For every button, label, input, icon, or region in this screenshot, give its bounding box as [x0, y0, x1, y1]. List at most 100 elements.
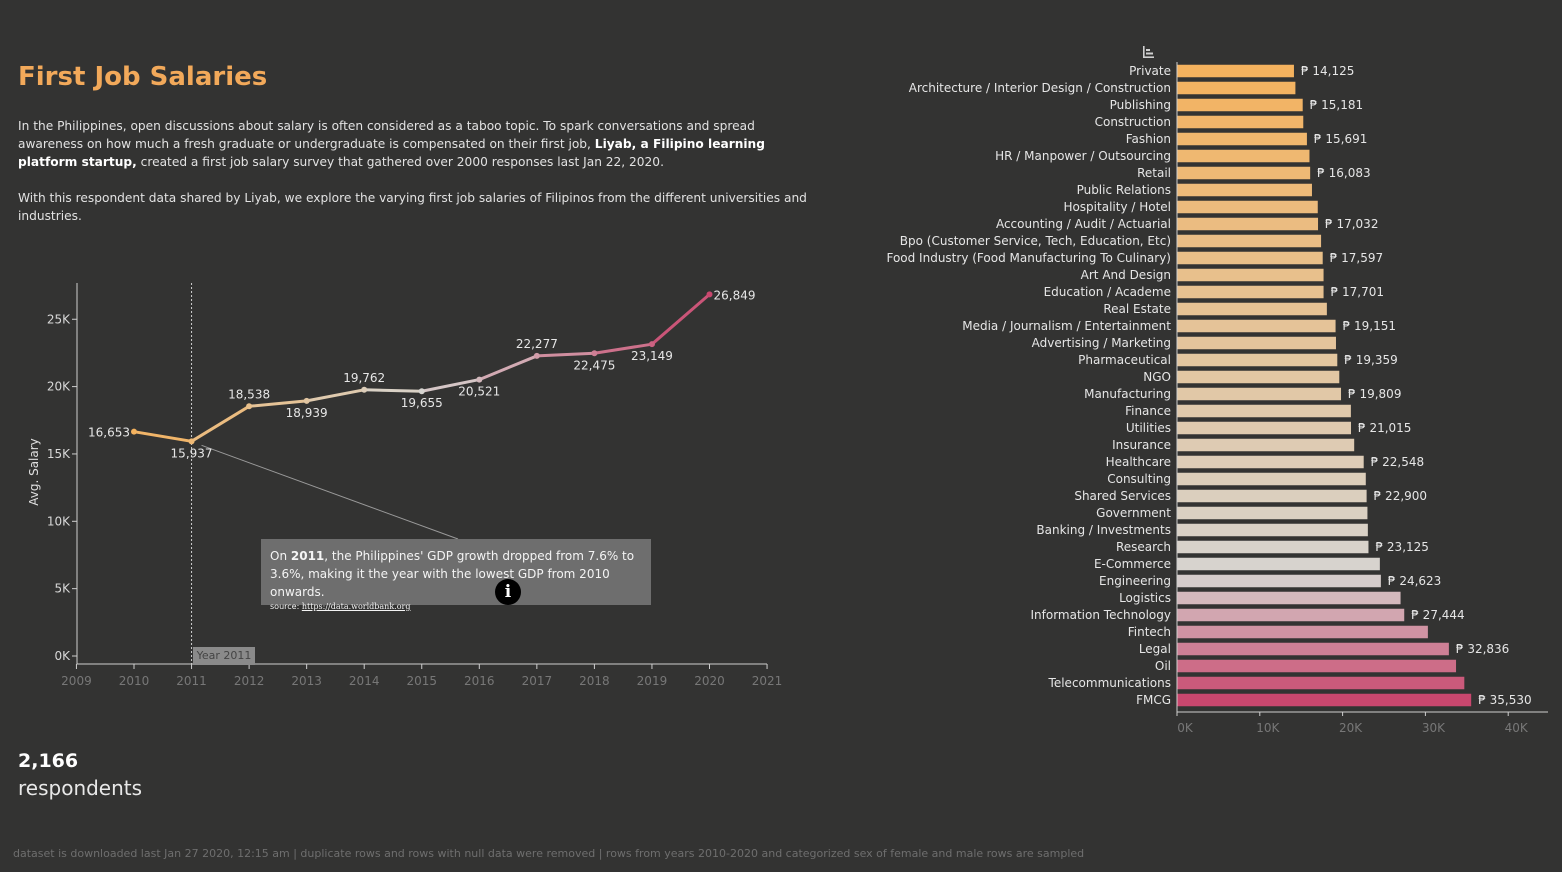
y-tick-label: 0K [54, 649, 71, 663]
data-label: 26,849 [714, 288, 756, 302]
bar [1177, 591, 1401, 605]
annotation-source-label: source: [270, 602, 302, 611]
bar [1177, 251, 1323, 265]
category-label: Architecture / Interior Design / Constru… [909, 81, 1171, 95]
y-tick-label: 25K [47, 312, 71, 326]
category-label: Private [1129, 64, 1171, 78]
category-label: Legal [1139, 642, 1171, 656]
y-axis-title: Avg. Salary [27, 438, 41, 506]
bar [1177, 642, 1449, 656]
x-tick-label: 2016 [464, 674, 495, 688]
x-tick-label: 2010 [119, 674, 150, 688]
y-tick-label: 5K [54, 582, 71, 596]
intro-text: In the Philippines, open discussions abo… [18, 117, 818, 243]
bar [1177, 183, 1312, 197]
intro-text-b: created a first job salary survey that g… [136, 155, 664, 169]
data-label: 19,655 [401, 396, 443, 410]
line-segment [420, 378, 481, 393]
data-label: 22,475 [573, 358, 615, 372]
category-label: Manufacturing [1084, 387, 1171, 401]
value-label: ₱ 19,359 [1344, 353, 1397, 367]
info-icon[interactable]: i [495, 579, 521, 605]
bar [1177, 625, 1428, 639]
value-label: ₱ 19,151 [1343, 319, 1396, 333]
bar [1177, 217, 1319, 231]
bar [1177, 336, 1336, 350]
category-label: Fintech [1128, 625, 1171, 639]
category-label: Media / Journalism / Entertainment [962, 319, 1171, 333]
data-label: 20,521 [458, 385, 500, 399]
data-point [188, 438, 195, 445]
x-tick-label: 2012 [234, 674, 265, 688]
annotation-source-link[interactable]: https://data.worldbank.org [301, 602, 411, 611]
x-tick-label: 2018 [579, 674, 610, 688]
category-label: Research [1116, 540, 1171, 554]
intro-paragraph-2: With this respondent data shared by Liya… [18, 191, 807, 223]
value-label: ₱ 17,701 [1331, 285, 1384, 299]
category-label: Logistics [1119, 591, 1171, 605]
line-segment [592, 342, 654, 355]
category-label: Insurance [1112, 438, 1171, 452]
respondent-summary: 2,166 respondents [18, 750, 142, 800]
category-label: Public Relations [1077, 183, 1171, 197]
bar [1177, 302, 1327, 316]
y-tick-label: 20K [47, 380, 71, 394]
value-label: ₱ 14,125 [1301, 64, 1354, 78]
category-label: Bpo (Customer Service, Tech, Education, … [900, 234, 1171, 248]
category-label: Pharmaceutical [1078, 353, 1171, 367]
dataset-note: dataset is downloaded last Jan 27 2020, … [13, 847, 1085, 860]
annotation-year: 2011 [290, 549, 325, 563]
data-point [303, 397, 310, 404]
value-label: ₱ 17,597 [1330, 251, 1383, 265]
x-tick-label: 2015 [406, 674, 437, 688]
bar [1177, 234, 1322, 248]
x-tick-label: 30K [1422, 721, 1446, 735]
bar [1177, 81, 1296, 95]
value-label: ₱ 15,691 [1314, 132, 1367, 146]
bar [1177, 574, 1381, 588]
bar [1177, 166, 1311, 180]
category-label: E-Commerce [1094, 557, 1171, 571]
x-tick-label: 2019 [637, 674, 668, 688]
value-label: ₱ 17,032 [1325, 217, 1378, 231]
category-label: Utilities [1126, 421, 1171, 435]
data-point [648, 341, 655, 348]
data-point [361, 386, 368, 393]
salary-by-year-line-chart: 0K 5K 10K 15K 20K 25K 2009 2010 2011 2012 2013 2014… [27, 283, 782, 688]
category-label: Information Technology [1031, 608, 1172, 622]
category-label: Shared Services [1074, 489, 1171, 503]
intro-text-a: In the Philippines, open discussions abo… [18, 119, 755, 151]
bar [1177, 540, 1369, 554]
data-point [131, 428, 137, 435]
category-label: Finance [1125, 404, 1171, 418]
line-segment [650, 292, 711, 346]
bar [1177, 319, 1336, 333]
annotation-source: source: https://data.worldbank.org [270, 601, 642, 613]
line-segment [477, 354, 539, 382]
value-label: ₱ 35,530 [1478, 693, 1531, 707]
category-label: HR / Manpower / Outsourcing [995, 149, 1171, 163]
salary-by-industry-bar-chart: Private ₱ 14,125 Architecture / Interior D… [886, 62, 1548, 735]
category-label: Education / Academe [1044, 285, 1171, 299]
category-label: Art And Design [1081, 268, 1171, 282]
x-tick-label: 2017 [522, 674, 553, 688]
bar [1177, 404, 1351, 418]
bar [1177, 472, 1366, 486]
bar [1177, 64, 1294, 78]
bar [1177, 506, 1368, 520]
value-label: ₱ 15,181 [1310, 98, 1363, 112]
sort-icon[interactable] [1141, 45, 1155, 59]
data-point [418, 388, 425, 395]
data-point [476, 376, 483, 383]
line-segment [247, 399, 309, 408]
data-label: 15,937 [171, 446, 213, 460]
value-label: ₱ 24,623 [1388, 574, 1441, 588]
value-label: ₱ 19,809 [1348, 387, 1401, 401]
x-tick-label: 20K [1339, 721, 1363, 735]
value-label: ₱ 22,900 [1374, 489, 1427, 503]
x-tick-label: 40K [1505, 721, 1529, 735]
annotation-prefix: On [270, 549, 291, 563]
line-segment [132, 430, 194, 443]
category-label: NGO [1143, 370, 1171, 384]
bar [1177, 132, 1307, 146]
